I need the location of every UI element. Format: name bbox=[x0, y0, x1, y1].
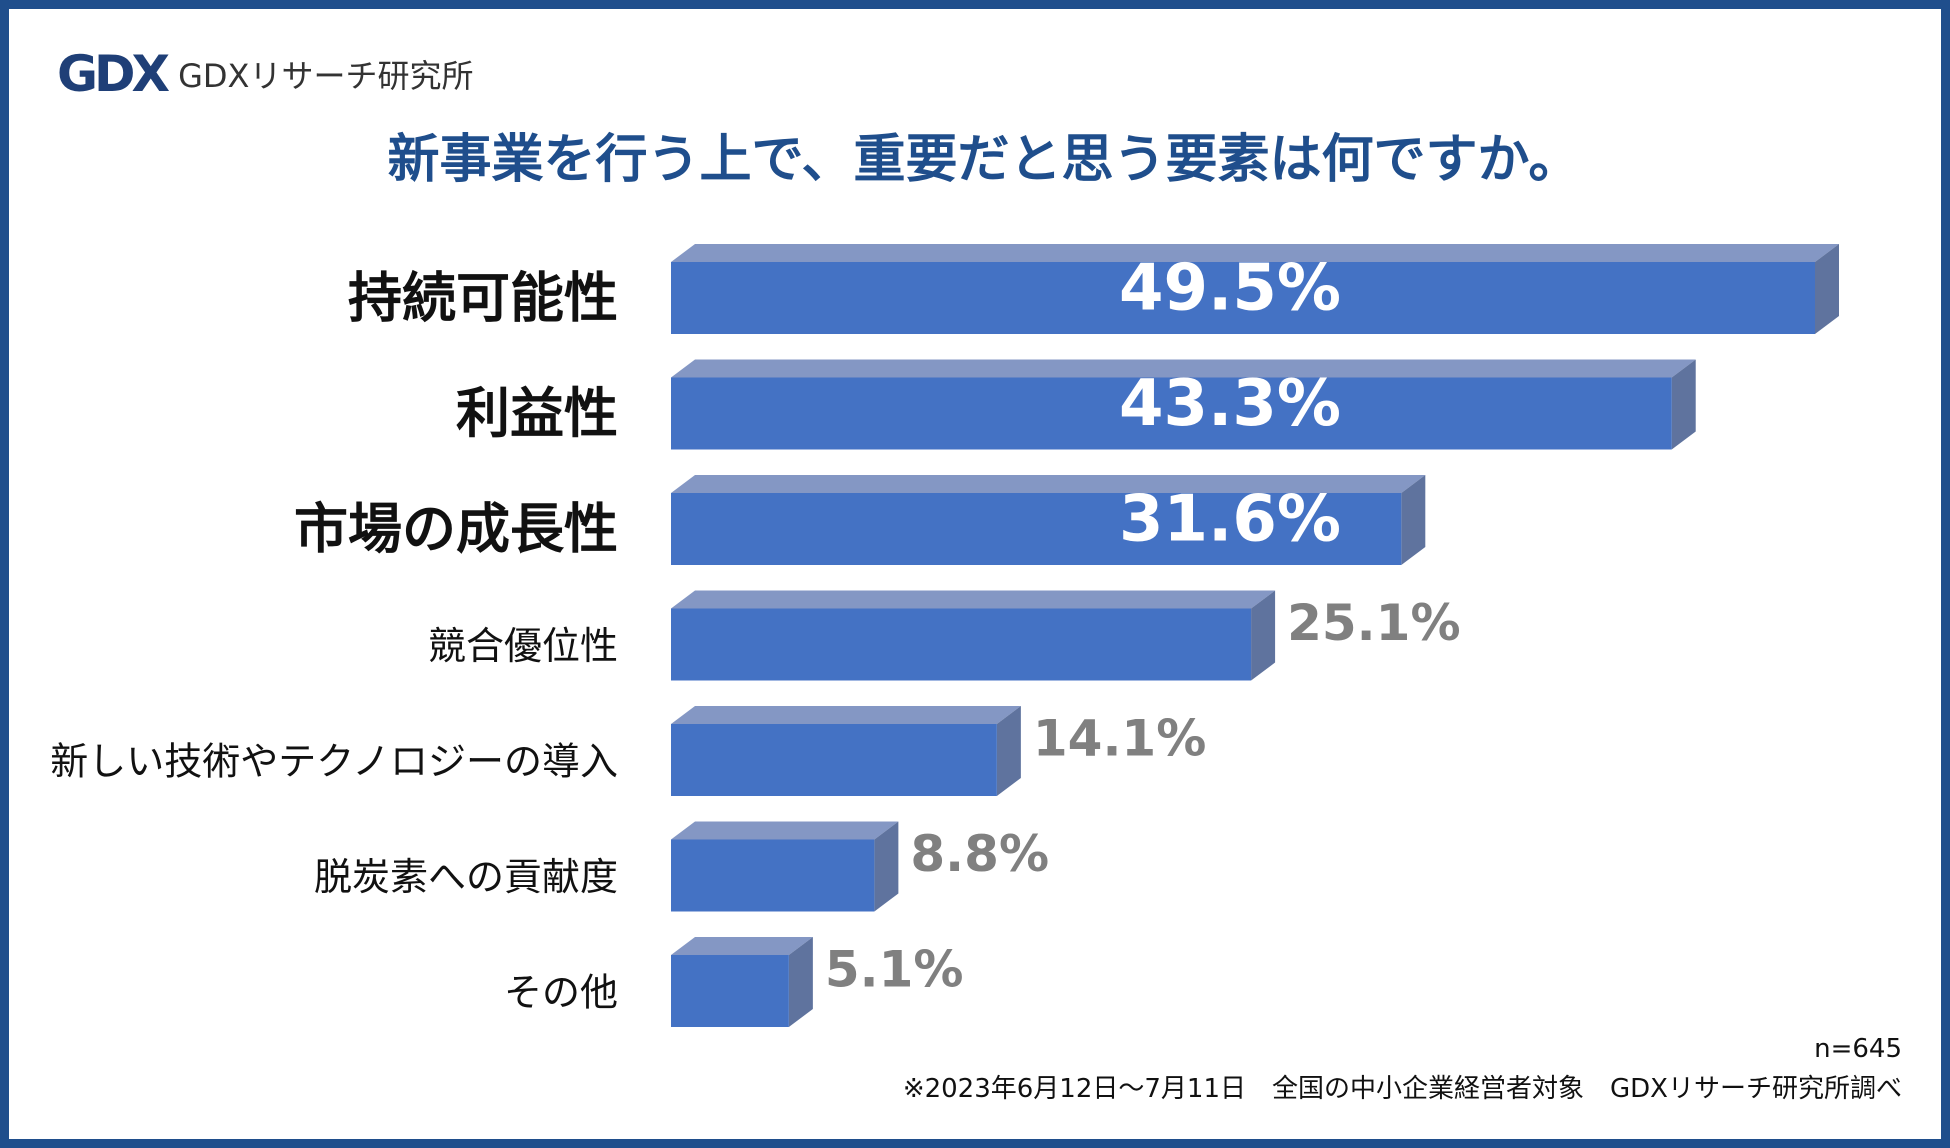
category-label-6: その他 bbox=[504, 971, 618, 1015]
logo-text: GDXリサーチ研究所 bbox=[178, 57, 474, 95]
bar-1 bbox=[671, 377, 1672, 450]
bar-side-2 bbox=[1401, 475, 1426, 565]
value-label-6: 5.1% bbox=[825, 941, 964, 999]
category-label-2: 市場の成長性 bbox=[294, 498, 618, 561]
brand-logo: GDX GDXリサーチ研究所 bbox=[57, 49, 473, 99]
bars-group: 持続可能性 49.5% 利益性 43.3% 市場の成長性 31.6% 競合優位性 25.1% 新… bbox=[50, 244, 1839, 1027]
bar-top-3 bbox=[671, 590, 1276, 609]
category-label-4: 新しい技術やテクノロジーの導入 bbox=[50, 740, 618, 784]
logo-mark: GDX bbox=[57, 45, 170, 103]
source-note: ※2023年6月12日～7月11日 全国の中小企業経営者対象 GDXリサーチ研究… bbox=[902, 1074, 1902, 1104]
bar-side-5 bbox=[874, 821, 899, 912]
category-label-5: 脱炭素への貢献度 bbox=[314, 855, 618, 899]
bar-side-3 bbox=[1251, 590, 1276, 681]
bar-top-5 bbox=[671, 821, 899, 840]
bar-side-6 bbox=[788, 937, 813, 1027]
sample-size-note: n=645 bbox=[1814, 1034, 1902, 1064]
value-label-1: 43.3% bbox=[1119, 367, 1341, 441]
bar-4 bbox=[671, 724, 997, 796]
category-label-1: 利益性 bbox=[456, 382, 618, 445]
bar-top-0 bbox=[671, 244, 1839, 262]
category-label-0: 持続可能性 bbox=[348, 267, 618, 330]
value-label-4: 14.1% bbox=[1033, 710, 1206, 768]
bar-top-4 bbox=[671, 706, 1021, 724]
value-label-0: 49.5% bbox=[1119, 252, 1341, 326]
bar-5 bbox=[671, 839, 875, 912]
bar-top-2 bbox=[671, 475, 1426, 493]
value-label-2: 31.6% bbox=[1119, 483, 1341, 557]
bar-6 bbox=[671, 955, 789, 1027]
value-label-3: 25.1% bbox=[1287, 594, 1460, 652]
bar-3 bbox=[671, 608, 1252, 681]
bar-side-1 bbox=[1671, 359, 1696, 450]
bar-top-6 bbox=[671, 937, 813, 955]
bar-top-1 bbox=[671, 359, 1696, 378]
bar-side-4 bbox=[996, 706, 1021, 796]
category-label-3: 競合優位性 bbox=[428, 624, 618, 668]
bar-2 bbox=[671, 493, 1402, 565]
chart-title: 新事業を行う上で、重要だと思う要素は何ですか。 bbox=[387, 130, 1581, 190]
bar-side-0 bbox=[1815, 244, 1839, 334]
value-label-5: 8.8% bbox=[910, 825, 1049, 883]
bar-0 bbox=[671, 262, 1815, 334]
